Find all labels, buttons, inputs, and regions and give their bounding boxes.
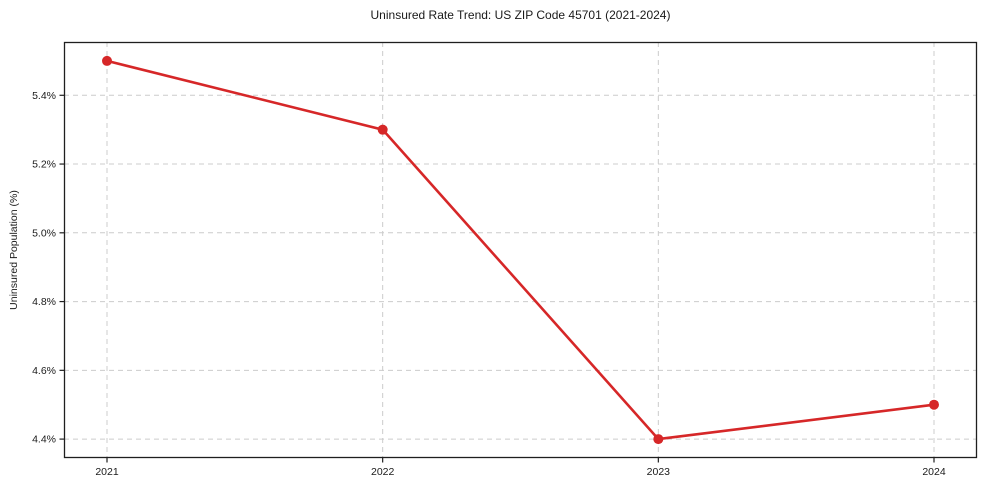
plot-spines bbox=[63, 41, 978, 459]
x-tick-label: 2023 bbox=[647, 466, 671, 478]
trend-line bbox=[105, 59, 936, 441]
y-tick-label: 5.2% bbox=[32, 159, 56, 171]
x-tick-label: 2022 bbox=[371, 466, 395, 478]
y-tick-label: 4.6% bbox=[32, 365, 56, 377]
x-tick-label: 2024 bbox=[922, 466, 946, 478]
data-point-marker bbox=[102, 55, 112, 66]
y-tick-label: 5.4% bbox=[32, 90, 56, 102]
data-point-marker bbox=[653, 434, 664, 445]
x-tick-label: 2021 bbox=[95, 466, 119, 478]
data-point-marker bbox=[377, 124, 388, 135]
y-tick-label: 4.4% bbox=[32, 434, 56, 446]
chart-title: Uninsured Rate Trend: US ZIP Code 45701 … bbox=[370, 8, 671, 22]
data-point-marker bbox=[929, 399, 939, 410]
y-tick-label: 4.8% bbox=[32, 296, 56, 308]
y-tick-label: 5.0% bbox=[32, 227, 56, 239]
